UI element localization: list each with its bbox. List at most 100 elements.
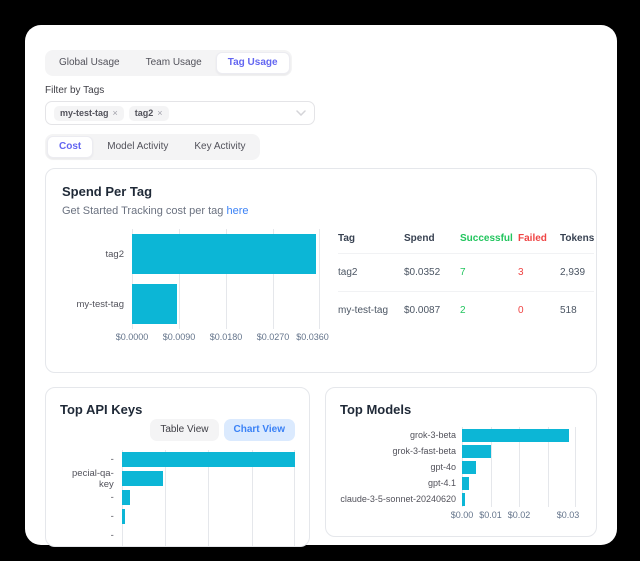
cell-tag: my-test-tag	[338, 305, 389, 316]
metric-tabbar: Cost Model Activity Key Activity	[45, 134, 260, 160]
gridline	[251, 450, 253, 546]
bar-row	[462, 475, 576, 491]
get-started-link[interactable]: here	[226, 205, 249, 217]
gridline	[208, 450, 210, 546]
tag-stats-table: Tag Spend Successful Failed Tokens tag2 …	[338, 229, 595, 343]
cell-failed: 0	[518, 305, 524, 316]
tag-chip-label: tag2	[134, 107, 154, 118]
remove-tag-icon[interactable]: ×	[112, 107, 118, 118]
filter-by-tags-label: Filter by Tags	[45, 85, 105, 96]
y-label: gpt-4o	[430, 462, 456, 472]
bar-my-test-tag	[132, 284, 178, 324]
bar-api-key-4	[121, 509, 126, 524]
gridline	[226, 229, 227, 329]
x-tick: $0.0000	[115, 332, 149, 342]
bar-rows	[132, 229, 320, 329]
tab-key-activity[interactable]: Key Activity	[194, 141, 246, 152]
cell-spend: $0.0087	[404, 305, 441, 316]
y-axis-labels: - pecial-qa-key - - -	[60, 450, 122, 546]
y-label: tag2	[105, 248, 125, 260]
tab-tag-usage[interactable]: Tag Usage	[215, 52, 290, 74]
bar-row	[132, 229, 320, 279]
y-label: claude-3-5-sonnet-20240620	[340, 494, 456, 504]
table-header-row: Tag Spend Successful Failed Tokens	[338, 229, 595, 254]
chart-area: grok-3-beta grok-3-fast-beta gpt-4o gpt-…	[340, 427, 582, 507]
spend-per-tag-chart: tag2 my-test-tag	[62, 229, 329, 343]
gridline	[519, 427, 520, 507]
gridline	[319, 229, 320, 329]
top-models-card: Top Models grok-3-beta grok-3-fast-beta …	[325, 387, 597, 537]
tab-team-usage[interactable]: Team Usage	[145, 57, 202, 68]
cell-failed: 3	[518, 267, 524, 278]
col-header-successful: Successful	[460, 233, 513, 244]
tag-chip-label: my-test-tag	[60, 107, 109, 118]
bar-api-key-1	[121, 452, 295, 467]
plot-area	[121, 450, 295, 546]
bar-row	[462, 427, 576, 443]
y-label: grok-3-beta	[409, 430, 456, 440]
bar-tag2	[132, 234, 316, 274]
tab-cost[interactable]: Cost	[47, 136, 94, 158]
x-axis-ticks: $0.00 $0.01 $0.02 $0.03	[451, 507, 580, 521]
cell-spend: $0.0352	[404, 267, 441, 278]
cell-tokens: 518	[560, 305, 577, 316]
y-label: -	[110, 511, 114, 522]
y-label: -	[110, 492, 114, 503]
gridline	[179, 229, 180, 329]
table-row: my-test-tag $0.0087 2 0 518	[338, 292, 594, 329]
gridline	[490, 427, 492, 507]
tag-chip-my-test-tag: my-test-tag ×	[54, 105, 124, 121]
x-axis-ticks: $0.0000 $0.0090 $0.0180 $0.0270 $0.0360	[116, 329, 329, 343]
main-panel: Global Usage Team Usage Tag Usage Filter…	[25, 25, 617, 547]
spend-card-subtitle: Get Started Tracking cost per tag here	[62, 205, 580, 217]
x-tick: $0.03	[556, 510, 580, 520]
bar-row	[121, 450, 295, 469]
bar-grok-3-beta	[462, 428, 569, 442]
plot-area	[132, 229, 320, 329]
tab-model-activity[interactable]: Model Activity	[107, 141, 169, 152]
y-label: grok-3-fast-beta	[392, 446, 456, 456]
table-row: tag2 $0.0352 7 3 2,939	[338, 254, 595, 292]
col-header-tag: Tag	[338, 233, 356, 244]
cell-tokens: 2,939	[560, 267, 586, 278]
top-api-keys-card: Top API Keys Table View Chart View - pec…	[45, 387, 310, 547]
spend-per-tag-card: Spend Per Tag Get Started Tracking cost …	[45, 168, 597, 373]
y-label: gpt-4.1	[427, 478, 456, 488]
gridline	[165, 450, 167, 546]
spend-card-title: Spend Per Tag	[62, 184, 153, 199]
remove-tag-icon[interactable]: ×	[157, 107, 163, 118]
col-header-tokens: Tokens	[560, 233, 595, 244]
bar-row	[462, 443, 576, 459]
x-tick: $0.01	[479, 510, 502, 520]
y-label: pecial-qa-key	[72, 467, 114, 490]
bar-gpt-4o	[462, 460, 477, 474]
x-tick: $0.0270	[256, 332, 290, 342]
usage-scope-tabbar: Global Usage Team Usage Tag Usage	[45, 50, 292, 76]
y-label: -	[110, 454, 114, 465]
bar-row	[121, 507, 295, 526]
y-axis-labels: grok-3-beta grok-3-fast-beta gpt-4o gpt-…	[340, 427, 462, 507]
tag-filter-multiselect[interactable]: my-test-tag × tag2 ×	[45, 101, 315, 125]
bar-rows	[462, 427, 576, 507]
plot-area	[462, 427, 576, 507]
table-view-button[interactable]: Table View	[150, 419, 219, 441]
bar-gpt-4-1	[462, 476, 470, 490]
gridline	[273, 229, 274, 329]
col-header-failed: Failed	[518, 233, 547, 244]
x-tick: $0.02	[507, 510, 531, 520]
chart-view-button[interactable]: Chart View	[223, 419, 295, 441]
tag-chip-tag2: tag2 ×	[128, 105, 169, 121]
models-card-title: Top Models	[340, 402, 412, 417]
cell-successful: 7	[460, 267, 466, 278]
bar-row	[121, 488, 295, 507]
cell-successful: 2	[460, 305, 466, 316]
bottom-cards-row: Top API Keys Table View Chart View - pec…	[45, 387, 597, 547]
bar-api-key-2	[121, 471, 164, 486]
chevron-down-icon[interactable]	[296, 110, 306, 116]
y-label: -	[110, 530, 114, 541]
cell-tag: tag2	[338, 267, 358, 278]
view-toggle: Table View Chart View	[60, 419, 295, 441]
tab-global-usage[interactable]: Global Usage	[59, 57, 120, 68]
bar-row	[132, 279, 320, 329]
col-header-spend: Spend	[404, 233, 435, 244]
